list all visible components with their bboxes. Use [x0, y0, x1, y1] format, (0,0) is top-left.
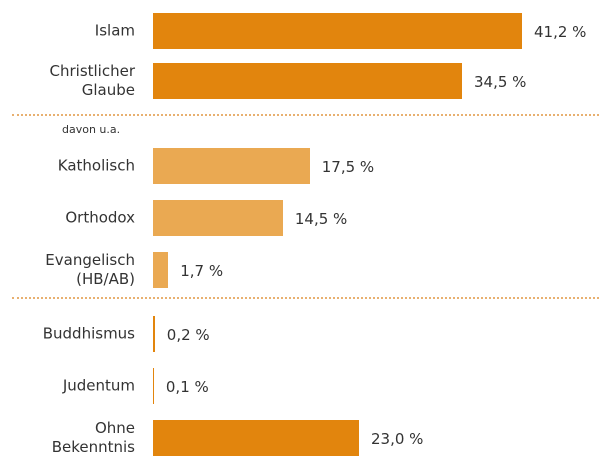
category-label: Evangelisch (HB/AB) [45, 251, 135, 288]
category-label: Judentum [62, 376, 135, 395]
value-label: 41,2 % [534, 23, 587, 41]
bar [153, 200, 283, 236]
bar [153, 63, 462, 99]
bar [153, 13, 522, 49]
value-label: 0,2 % [166, 326, 210, 344]
value-label: 14,5 % [294, 210, 348, 228]
separator [12, 297, 599, 299]
category-label: Katholisch [57, 156, 135, 175]
value-label: 34,5 % [473, 73, 527, 91]
annotation: davon u.a. [62, 123, 121, 136]
bar [153, 148, 310, 184]
separator [12, 114, 599, 116]
bar [153, 316, 155, 352]
bar [153, 368, 154, 404]
value-label: 23,0 % [370, 430, 424, 448]
value-label: 0,1 % [165, 378, 209, 396]
value-label: 17,5 % [321, 158, 375, 176]
bar [153, 252, 169, 288]
bar [153, 420, 359, 456]
category-label: Islam [94, 21, 135, 40]
category-label: Buddhismus [42, 324, 135, 343]
value-label: 1,7 % [180, 262, 224, 280]
category-label: Ohne Bekenntnis [51, 419, 135, 456]
category-label: Orthodox [65, 208, 135, 227]
category-label: Christlicher Glaube [49, 62, 136, 99]
